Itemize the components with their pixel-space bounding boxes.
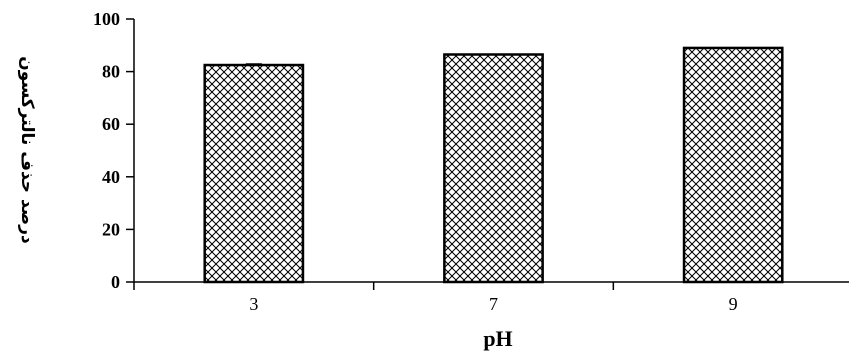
x-tick-label: 7 [489, 294, 498, 314]
x-tick-label: 3 [249, 294, 258, 314]
y-tick-label: 0 [111, 272, 120, 292]
bars [203, 46, 784, 284]
y-tick-label: 80 [102, 62, 120, 82]
y-tick-label: 100 [93, 9, 120, 29]
y-tick-label: 60 [102, 114, 120, 134]
x-axis-title: pH [483, 326, 512, 351]
bar-7 [443, 53, 544, 284]
y-tick-label: 40 [102, 167, 120, 187]
y-axis-title: درصد حذف نالترکسون [17, 56, 37, 244]
y-axis: 0 20 40 60 80 100 [93, 9, 135, 292]
bar-9 [682, 46, 784, 284]
bar-3 [203, 63, 305, 284]
x-tick-label: 9 [729, 294, 738, 314]
x-axis: 3 7 9 [133, 281, 849, 314]
y-tick-label: 20 [102, 219, 120, 239]
